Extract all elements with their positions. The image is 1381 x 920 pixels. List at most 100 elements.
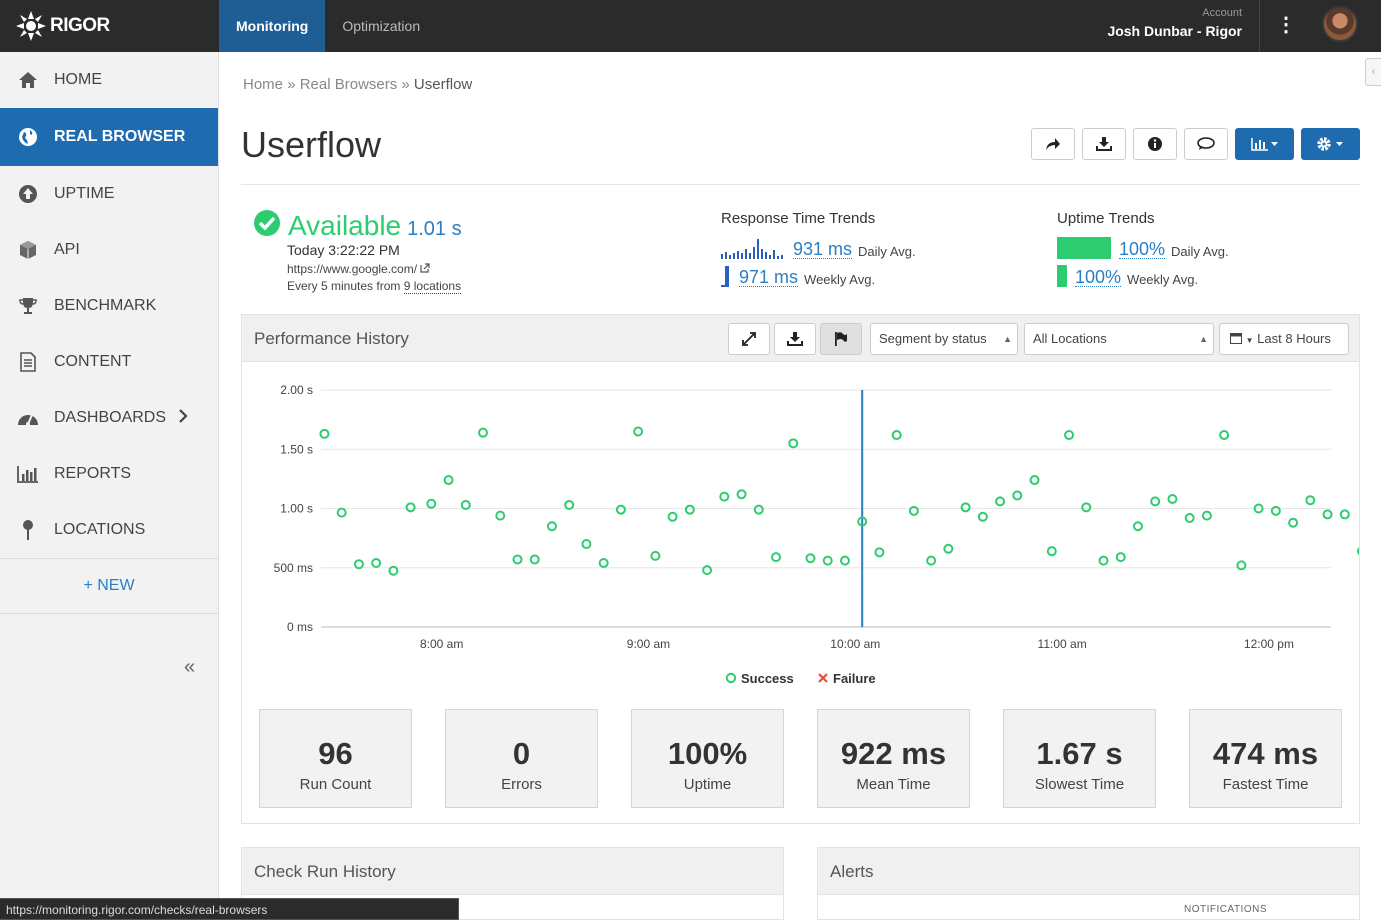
data-point-success[interactable]: [1115, 552, 1126, 563]
sidebar-item-dashboards[interactable]: DASHBOARDS: [0, 390, 218, 446]
legend-success[interactable]: Success: [725, 671, 797, 686]
response-daily-value[interactable]: 931 ms: [793, 239, 853, 259]
data-point-success[interactable]: [512, 554, 523, 565]
data-point-success[interactable]: [598, 558, 609, 569]
data-point-success[interactable]: [1339, 509, 1350, 520]
data-point-success[interactable]: [995, 496, 1006, 507]
data-point-success[interactable]: [1305, 495, 1316, 506]
avatar[interactable]: [1322, 6, 1358, 42]
data-point-success[interactable]: [1322, 509, 1333, 520]
data-point-success[interactable]: [1357, 547, 1359, 556]
data-point-success[interactable]: [1029, 475, 1040, 486]
check-url[interactable]: https://www.google.com/: [287, 262, 431, 276]
data-point-success[interactable]: [753, 504, 764, 515]
data-point-success[interactable]: [908, 505, 919, 516]
data-point-success[interactable]: [805, 553, 816, 564]
data-point-success[interactable]: [1046, 546, 1057, 557]
download-button[interactable]: [1082, 128, 1126, 160]
data-point-success[interactable]: [926, 555, 937, 566]
sidebar-item-content[interactable]: CONTENT: [0, 334, 218, 390]
info-button[interactable]: [1133, 128, 1177, 160]
tab-optimization[interactable]: Optimization: [342, 18, 421, 34]
kebab-menu-icon[interactable]: ⋮: [1276, 14, 1296, 36]
new-check-button[interactable]: + NEW: [83, 577, 135, 594]
data-point-success[interactable]: [633, 426, 644, 437]
location-select[interactable]: All Locations ▲: [1024, 323, 1214, 355]
data-point-success[interactable]: [667, 511, 678, 522]
share-button[interactable]: [1031, 128, 1075, 160]
data-point-success[interactable]: [529, 554, 540, 565]
data-point-success[interactable]: [684, 504, 695, 515]
time-range-button[interactable]: ▼ Last 8 Hours: [1219, 323, 1349, 355]
data-point-success[interactable]: [1253, 503, 1264, 514]
sidebar-item-locations[interactable]: LOCATIONS: [0, 502, 218, 558]
data-point-success[interactable]: [788, 438, 799, 449]
sidebar-item-reports[interactable]: REPORTS: [0, 446, 218, 502]
data-point-success[interactable]: [771, 552, 782, 563]
data-point-success[interactable]: [1288, 517, 1299, 528]
data-point-success[interactable]: [495, 510, 506, 521]
data-point-success[interactable]: [426, 498, 437, 509]
data-point-success[interactable]: [460, 499, 471, 510]
data-point-success[interactable]: [581, 539, 592, 550]
data-point-success[interactable]: [719, 491, 730, 502]
uptime-daily-value[interactable]: 100%: [1119, 239, 1166, 259]
response-weekly-value[interactable]: 971 ms: [739, 267, 799, 287]
legend-failure[interactable]: Failure: [817, 671, 876, 686]
data-point-success[interactable]: [478, 427, 489, 438]
data-point-success[interactable]: [839, 555, 850, 566]
data-point-success[interactable]: [371, 558, 382, 569]
data-point-success[interactable]: [319, 428, 330, 439]
tab-monitoring[interactable]: Monitoring: [219, 0, 326, 52]
data-point-success[interactable]: [1098, 555, 1109, 566]
performance-scatter-chart[interactable]: 0 ms 500 ms 1.00 s 1.50 s 2.00 s 8:00 am 9:00 …: [242, 362, 1359, 662]
data-point-success[interactable]: [1184, 512, 1195, 523]
data-point-success[interactable]: [822, 555, 833, 566]
sidebar-item-benchmark[interactable]: BENCHMARK: [0, 278, 218, 334]
data-point-success[interactable]: [891, 430, 902, 441]
uptime-weekly-value[interactable]: 100%: [1075, 267, 1122, 287]
data-point-success[interactable]: [443, 475, 454, 486]
comments-button[interactable]: [1184, 128, 1228, 160]
data-point-success[interactable]: [857, 516, 868, 527]
data-point-success[interactable]: [1150, 496, 1161, 507]
data-point-success[interactable]: [736, 489, 747, 500]
download-chart-button[interactable]: [774, 323, 816, 355]
collapse-sidebar-icon[interactable]: «: [184, 656, 196, 678]
segment-select[interactable]: Segment by status ▲: [870, 323, 1018, 355]
last-run-time[interactable]: 1.01 s: [407, 218, 462, 240]
data-point-success[interactable]: [874, 547, 885, 558]
data-point-success[interactable]: [1219, 430, 1230, 441]
sidebar-item-api[interactable]: API: [0, 222, 218, 278]
account-menu[interactable]: Account Josh Dunbar - Rigor: [1107, 7, 1242, 39]
rigor-logo[interactable]: RIGOR: [14, 8, 214, 44]
data-point-success[interactable]: [1064, 430, 1075, 441]
data-point-success[interactable]: [546, 521, 557, 532]
breadcrumb-real-browsers[interactable]: Real Browsers: [299, 76, 398, 93]
data-point-success[interactable]: [1270, 505, 1281, 516]
data-point-success[interactable]: [1201, 510, 1212, 521]
expand-chart-button[interactable]: [728, 323, 770, 355]
expand-panel-icon[interactable]: ‹: [1365, 58, 1381, 86]
locations-link[interactable]: 9 locations: [403, 279, 462, 294]
data-point-success[interactable]: [1167, 494, 1178, 505]
data-point-success[interactable]: [1132, 521, 1143, 532]
settings-dropdown-button[interactable]: [1301, 128, 1360, 160]
data-point-success[interactable]: [1236, 560, 1247, 571]
sidebar-item-home[interactable]: HOME: [0, 52, 218, 108]
sidebar-item-uptime[interactable]: UPTIME: [0, 166, 218, 222]
reports-dropdown-button[interactable]: [1235, 128, 1294, 160]
data-point-success[interactable]: [564, 499, 575, 510]
data-point-success[interactable]: [977, 511, 988, 522]
annotations-toggle-button[interactable]: [820, 323, 862, 355]
data-point-success[interactable]: [405, 502, 416, 513]
data-point-success[interactable]: [650, 550, 661, 561]
data-point-success[interactable]: [1081, 502, 1092, 513]
breadcrumb-home[interactable]: Home: [243, 76, 284, 93]
data-point-success[interactable]: [960, 502, 971, 513]
data-point-success[interactable]: [353, 559, 364, 570]
data-point-success[interactable]: [1012, 490, 1023, 501]
data-point-success[interactable]: [943, 543, 954, 554]
data-point-success[interactable]: [702, 565, 713, 576]
data-point-success[interactable]: [615, 504, 626, 515]
